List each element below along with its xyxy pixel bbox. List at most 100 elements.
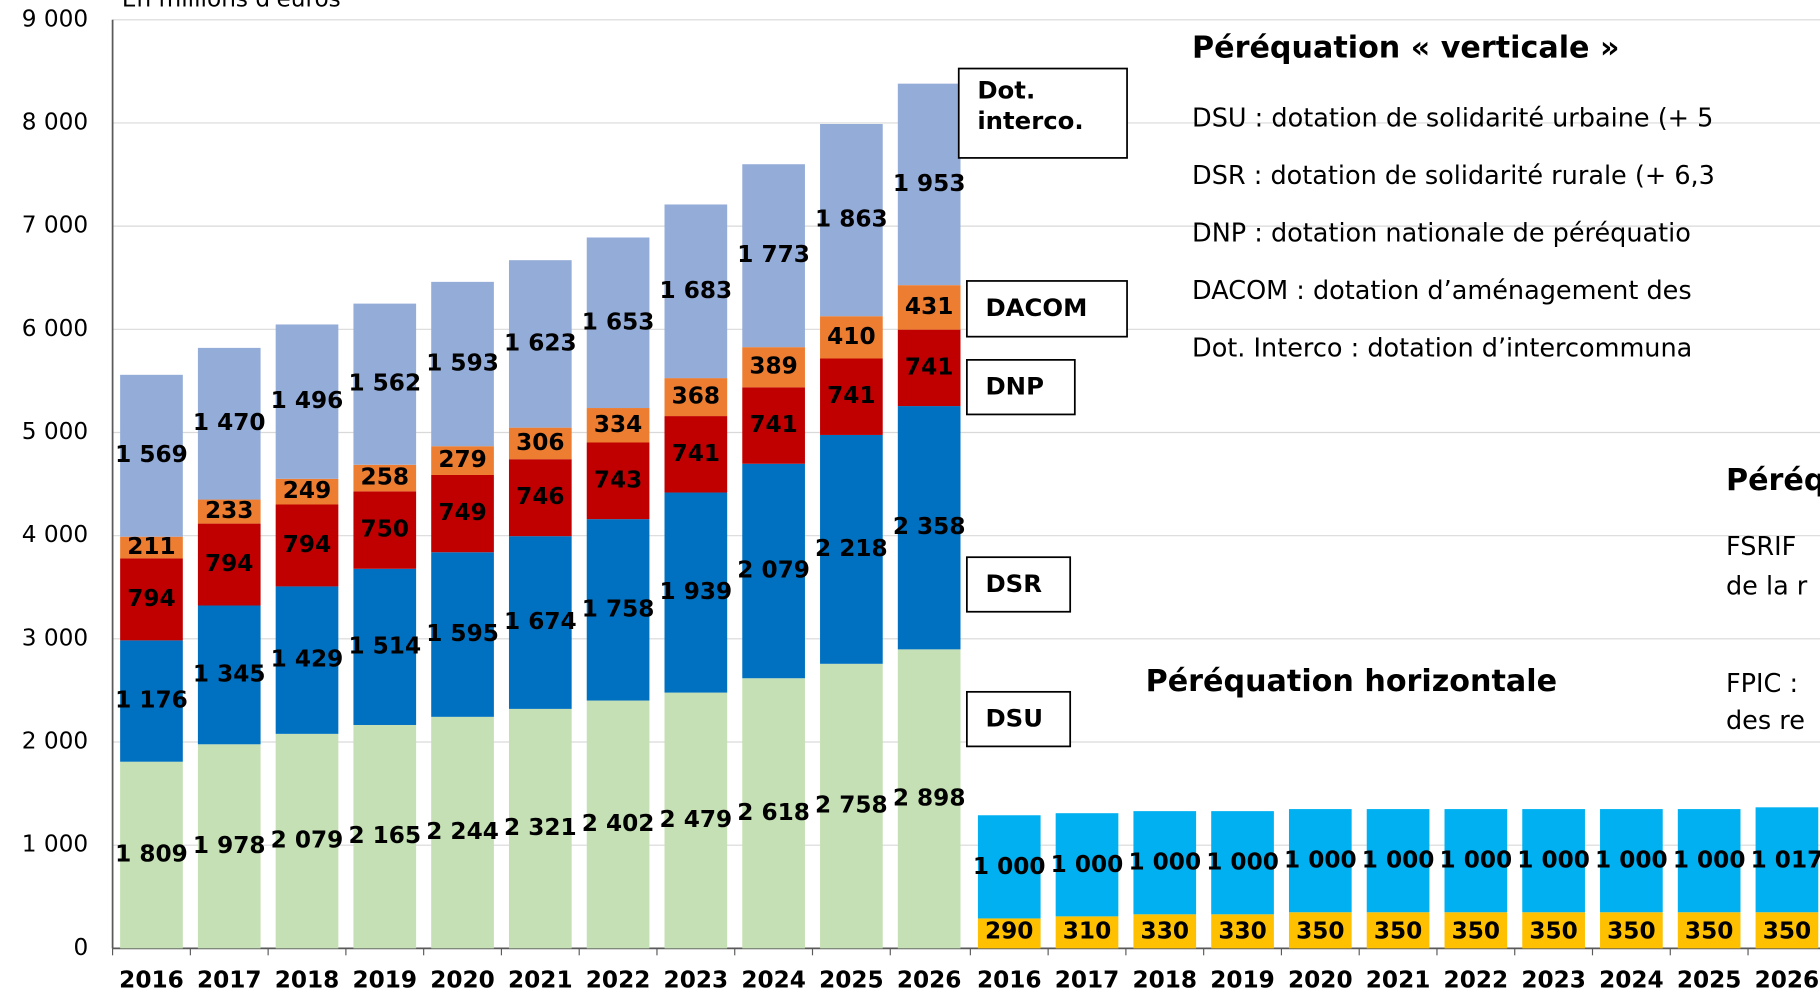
bar-segment [353, 491, 417, 569]
x-tick-label: 2018 [275, 966, 340, 993]
legend-entry: DSU [985, 704, 1044, 733]
data-label: 2 898 [893, 784, 966, 811]
data-label: 1 978 [193, 832, 266, 859]
bar-segment [1755, 807, 1819, 913]
data-label: 2 618 [737, 799, 810, 826]
bar-segment [664, 204, 728, 379]
bar-segment [275, 478, 339, 505]
bar-segment [353, 568, 417, 725]
x-tick-label: 2023 [1521, 966, 1586, 993]
note: DNP : dotation nationale de péréquatio [1192, 219, 1691, 249]
data-label: 2 079 [737, 556, 810, 583]
x-tick-label: 2022 [1444, 966, 1509, 993]
data-label: 279 [438, 446, 486, 473]
data-label: 258 [361, 464, 409, 491]
data-label: 1 593 [426, 350, 499, 377]
x-tick-label: 2020 [1288, 966, 1353, 993]
data-label: 350 [1374, 918, 1422, 945]
bar-segment [197, 523, 261, 606]
data-label: 2 358 [893, 513, 966, 540]
bar-segment [197, 605, 261, 745]
bar-segment [664, 692, 728, 949]
y-tick-label: 0 [73, 934, 88, 961]
bar-segment [275, 586, 339, 734]
y-tick-label: 1 000 [22, 831, 88, 858]
data-label: 350 [1685, 918, 1733, 945]
bar-segment [1211, 811, 1274, 915]
data-label: 368 [672, 383, 720, 410]
y-tick-label: 4 000 [22, 521, 88, 548]
data-label: 2 165 [348, 822, 421, 849]
bar-segment [897, 83, 961, 286]
bar-segment [508, 708, 572, 949]
bar-segment [586, 700, 650, 949]
data-label: 1 623 [504, 329, 577, 356]
y-tick-label: 8 000 [22, 108, 88, 135]
data-label: 1 514 [348, 632, 421, 659]
note: FSRIF [1726, 532, 1796, 562]
data-label: 1 000 [973, 853, 1046, 880]
bar-segment [1600, 912, 1663, 949]
data-label: 1 429 [271, 646, 344, 673]
bar-segment [1133, 811, 1197, 915]
y-tick-label: 3 000 [22, 624, 88, 651]
bar-segment [897, 406, 961, 650]
data-label: 1 653 [582, 308, 655, 335]
bar-segment [353, 464, 417, 492]
bar-segment [353, 724, 417, 949]
x-tick-label: 2026 [1755, 966, 1820, 993]
data-label: 2 244 [426, 818, 499, 845]
bar-segment [353, 303, 417, 465]
x-tick-label: 2022 [586, 966, 651, 993]
data-label: 1 470 [193, 409, 266, 436]
data-label: 350 [1529, 918, 1577, 945]
data-label: 1 809 [115, 841, 188, 868]
bar-segment [1522, 809, 1585, 913]
bar-segment [897, 285, 961, 330]
data-label: 1 000 [1128, 849, 1201, 876]
x-tick-label: 2025 [819, 966, 884, 993]
data-label: 1 000 [1362, 847, 1435, 874]
data-label: 350 [1607, 918, 1655, 945]
data-label: 741 [905, 353, 953, 380]
data-label: 2 758 [815, 792, 888, 819]
bar-segment [1522, 912, 1585, 949]
data-label: 330 [1218, 918, 1266, 945]
x-tick-label: 2016 [119, 966, 184, 993]
bar-segment [275, 504, 339, 587]
bar-segment [897, 649, 961, 949]
bar-segment [742, 678, 805, 949]
note: DSU : dotation de solidarité urbaine (+ … [1192, 104, 1713, 134]
bar-segment [508, 536, 572, 709]
data-label: 1 683 [660, 277, 733, 304]
bar-segment [197, 347, 261, 500]
y-tick-label: 5 000 [22, 418, 88, 445]
bar-segment [1055, 916, 1119, 949]
x-tick-label: 2021 [1366, 966, 1431, 993]
y-tick-label: 2 000 [22, 728, 88, 755]
bar-segment [1444, 912, 1508, 949]
bar-segment [1288, 809, 1352, 913]
data-label: 350 [1763, 918, 1811, 945]
data-label: 1 953 [893, 170, 966, 197]
data-label: 2 479 [660, 806, 733, 833]
bar-segment [1055, 813, 1119, 917]
bar-segment [820, 663, 883, 949]
bar-segment [120, 640, 183, 762]
y-tick-label: 7 000 [22, 212, 88, 239]
bar-segment [1366, 809, 1430, 913]
data-label: 1 000 [1440, 847, 1513, 874]
bar-segment [742, 463, 805, 679]
legend-text: DSU [985, 704, 1044, 733]
data-label: 1 345 [193, 660, 266, 687]
bar-segment [1211, 914, 1274, 949]
chart-title: Péréquation horizontale [1146, 664, 1557, 699]
x-tick-label: 2016 [977, 966, 1042, 993]
bar-segment [431, 474, 494, 553]
data-label: 1 758 [582, 595, 655, 622]
legend-text: DSR [985, 569, 1043, 598]
data-label: 350 [1296, 918, 1344, 945]
legend-box [966, 359, 1076, 416]
bar-segment [197, 499, 261, 524]
